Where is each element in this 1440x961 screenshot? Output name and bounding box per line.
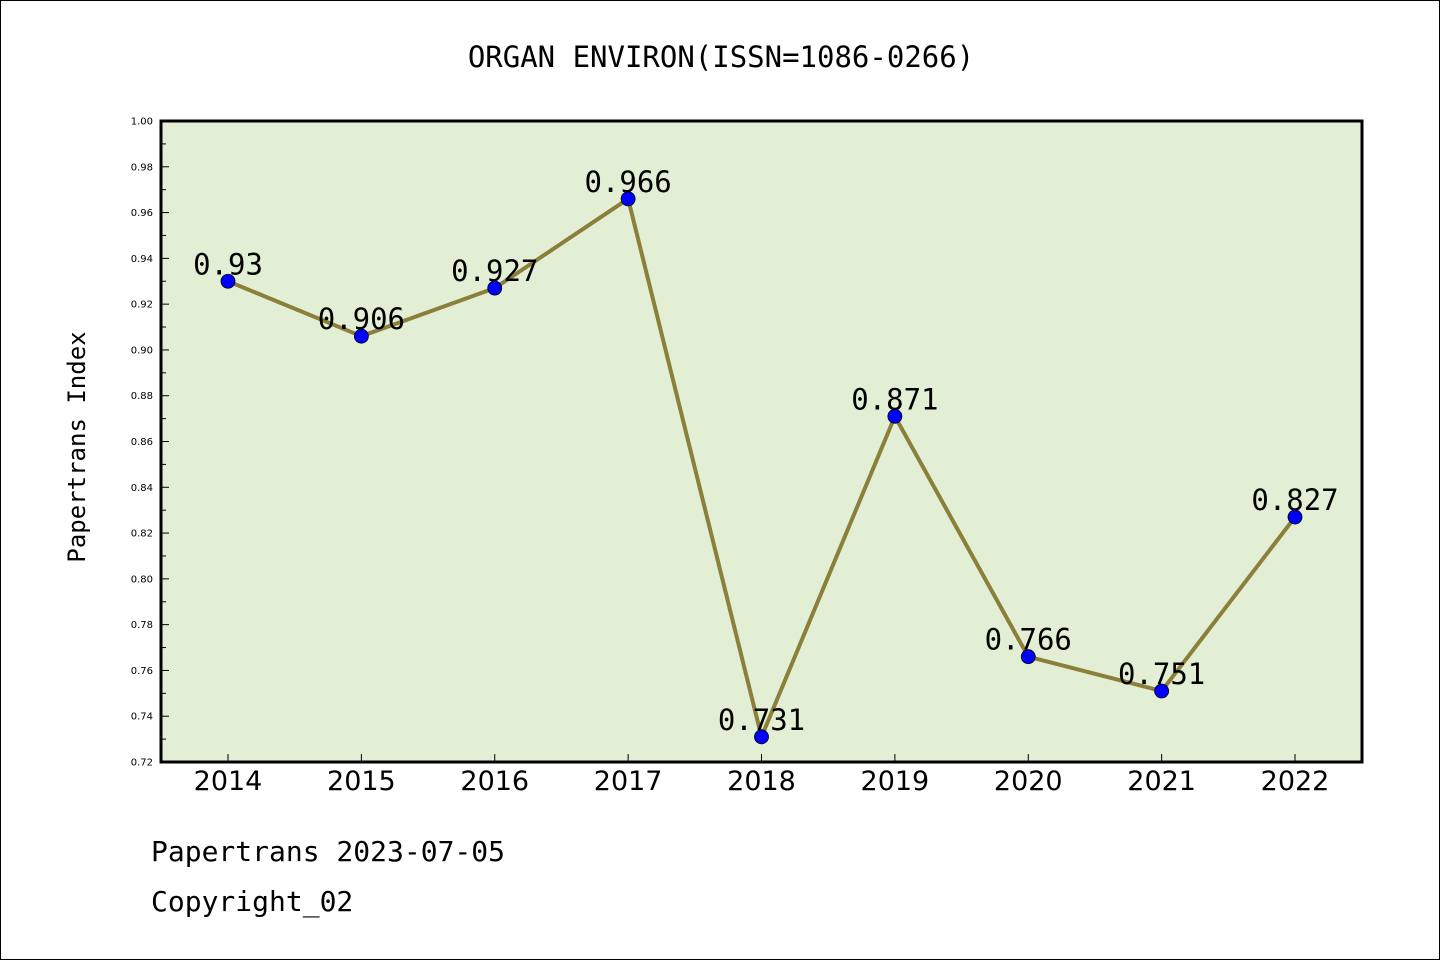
data-point xyxy=(620,191,636,207)
chart-title: ORGAN ENVIRON(ISSN=1086-0266) xyxy=(468,40,974,74)
y-tick-label: 0.92 xyxy=(131,300,153,311)
x-tick-label: 2018 xyxy=(727,766,796,797)
y-tick-label: 0.98 xyxy=(131,162,153,173)
x-axis-ticks: 2014 2015 2016 2017 2018 2019 2020 2021 2022 xyxy=(194,754,1330,797)
data-point xyxy=(220,273,236,289)
x-tick-label: 2020 xyxy=(994,766,1063,797)
x-tick-label: 2016 xyxy=(460,766,529,797)
y-tick-label: 0.86 xyxy=(131,437,153,448)
y-tick-label: 0.90 xyxy=(131,345,153,356)
x-tick-label: 2014 xyxy=(194,766,263,797)
data-label: 0.827 xyxy=(1251,483,1338,517)
y-tick-label: 0.76 xyxy=(131,666,153,677)
data-point xyxy=(1020,649,1036,665)
data-label: 0.731 xyxy=(718,703,805,737)
data-label: 0.93 xyxy=(193,247,263,281)
y-tick-label: 0.84 xyxy=(131,483,153,494)
plot-border xyxy=(159,119,1364,764)
y-tick-label: 0.72 xyxy=(131,758,153,769)
data-label: 0.751 xyxy=(1118,657,1205,691)
data-point xyxy=(1287,509,1303,525)
x-tick-label: 2019 xyxy=(861,766,930,797)
data-point xyxy=(887,408,903,424)
y-tick-label: 0.96 xyxy=(131,208,153,219)
y-axis-label: Papertrans Index xyxy=(63,331,91,562)
data-point xyxy=(487,280,503,296)
data-label: 0.906 xyxy=(318,302,405,336)
y-tick-label: 0.78 xyxy=(131,620,153,631)
data-label: 0.927 xyxy=(451,254,538,288)
plot-area xyxy=(161,121,1362,762)
y-tick-label: 0.74 xyxy=(131,712,153,723)
data-label: 0.766 xyxy=(985,623,1072,657)
data-label: 0.871 xyxy=(851,382,938,416)
data-point xyxy=(754,729,769,745)
data-point xyxy=(1154,683,1170,699)
footer-copyright: Copyright_02 xyxy=(151,885,354,918)
x-tick-label: 2017 xyxy=(594,766,663,797)
y-tick-label: 0.88 xyxy=(131,391,153,402)
data-label: 0.966 xyxy=(584,165,671,199)
y-tick-label: 0.82 xyxy=(131,529,153,540)
x-tick-label: 2021 xyxy=(1127,766,1196,797)
footer-source: Papertrans 2023-07-05 xyxy=(151,835,506,868)
x-tick-label: 2015 xyxy=(327,766,396,797)
x-tick-label: 2022 xyxy=(1261,766,1330,797)
data-labels: 0.93 0.906 0.927 0.966 0.731 0.871 0.766 0.751 0… xyxy=(193,165,1339,737)
y-tick-label: 0.80 xyxy=(131,574,153,585)
series-group xyxy=(220,191,1303,745)
y-tick-label: 0.94 xyxy=(131,254,153,265)
data-point xyxy=(353,328,369,344)
y-tick-label: 1.00 xyxy=(131,117,153,128)
